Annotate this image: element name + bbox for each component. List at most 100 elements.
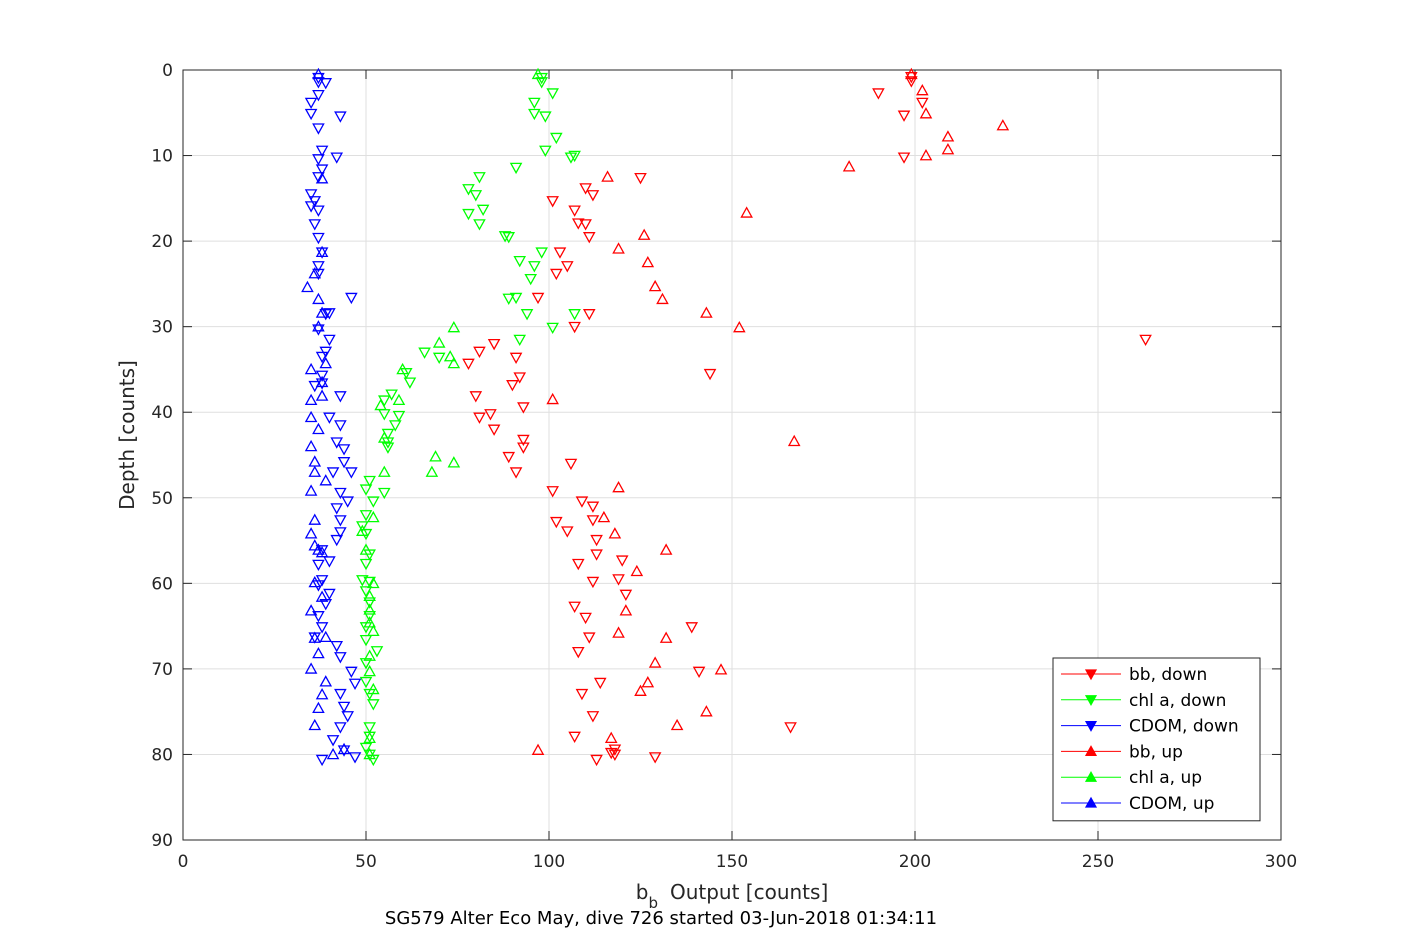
data-point-series-0 xyxy=(586,190,600,202)
data-point-series-0 xyxy=(531,292,545,305)
data-point-series-2 xyxy=(304,189,318,201)
data-point-series-2 xyxy=(334,527,347,539)
data-point-series-1 xyxy=(520,309,534,321)
data-point-series-2 xyxy=(315,351,329,364)
data-point-series-1 xyxy=(546,88,559,100)
data-point-series-0 xyxy=(473,412,486,424)
x-axis-label-subscript: b xyxy=(648,894,658,912)
data-point-series-5 xyxy=(308,465,322,477)
data-point-series-0 xyxy=(571,558,585,571)
data-point-series-4 xyxy=(363,664,376,677)
data-point-series-3 xyxy=(612,242,625,254)
data-point-series-1 xyxy=(513,255,527,268)
data-point-series-3 xyxy=(634,684,647,696)
data-point-series-0 xyxy=(560,526,574,538)
data-point-series-5 xyxy=(308,539,322,551)
data-point-series-2 xyxy=(326,735,340,747)
y-tick-label: 80 xyxy=(151,745,173,765)
data-point-series-1 xyxy=(359,558,373,571)
data-point-series-1 xyxy=(388,420,402,432)
data-point-series-0 xyxy=(872,88,885,100)
data-point-series-4 xyxy=(447,356,461,369)
legend-marker xyxy=(1084,770,1098,782)
data-point-series-0 xyxy=(550,516,563,529)
data-point-series-5 xyxy=(301,280,314,293)
data-point-series-2 xyxy=(312,611,325,623)
data-point-series-1 xyxy=(356,521,369,533)
x-tick-label: 300 xyxy=(1265,852,1297,872)
data-point-series-2 xyxy=(334,420,347,432)
data-point-series-0 xyxy=(634,172,647,185)
data-point-series-2 xyxy=(345,292,358,305)
data-point-series-5 xyxy=(315,688,329,700)
data-point-series-0 xyxy=(582,232,596,244)
data-point-series-0 xyxy=(487,424,501,436)
data-point-series-0 xyxy=(487,338,501,351)
data-point-series-4 xyxy=(447,456,461,468)
data-point-series-1 xyxy=(502,232,516,244)
data-point-series-4 xyxy=(367,576,380,589)
data-point-series-2 xyxy=(330,437,344,449)
data-point-series-0 xyxy=(517,434,530,447)
data-point-series-3 xyxy=(905,67,918,80)
data-point-series-1 xyxy=(513,334,527,347)
data-point-series-1 xyxy=(363,475,376,488)
data-point-series-0 xyxy=(462,358,475,370)
x-axis-label: bb Output [counts] xyxy=(636,880,829,912)
data-point-series-2 xyxy=(337,745,351,757)
data-point-series-1 xyxy=(359,484,373,496)
data-point-series-2 xyxy=(304,97,318,110)
data-point-series-1 xyxy=(418,347,431,359)
data-point-series-0 xyxy=(517,442,530,454)
data-point-series-1 xyxy=(432,352,446,365)
data-point-series-4 xyxy=(377,431,391,443)
x-tick-label: 100 xyxy=(533,852,565,872)
data-point-series-3 xyxy=(601,170,614,182)
data-point-series-1 xyxy=(363,611,376,623)
data-point-series-4 xyxy=(447,320,461,333)
x-tick-label: 0 xyxy=(178,852,189,872)
data-point-series-3 xyxy=(637,228,651,240)
data-point-series-0 xyxy=(517,402,530,414)
data-point-series-1 xyxy=(392,410,406,423)
data-point-series-5 xyxy=(315,590,329,602)
data-point-series-2 xyxy=(312,154,325,166)
data-point-series-3 xyxy=(700,306,713,318)
data-point-series-3 xyxy=(996,119,1010,131)
data-point-series-4 xyxy=(443,350,457,362)
data-point-series-2 xyxy=(348,752,362,764)
data-point-series-0 xyxy=(897,152,911,164)
data-point-series-3 xyxy=(612,626,625,638)
legend-entry: bb, up xyxy=(1061,742,1183,762)
data-point-series-4 xyxy=(377,465,391,477)
data-point-series-0 xyxy=(546,196,559,208)
data-point-series-0 xyxy=(469,391,483,403)
x-axis-ticks: 0 50 100 150 200 250 300 xyxy=(178,70,1297,872)
x-tick-label: 200 xyxy=(899,852,931,872)
y-tick-label: 20 xyxy=(151,232,173,252)
data-point-series-1 xyxy=(473,219,486,231)
data-point-series-0 xyxy=(1139,334,1152,347)
data-point-series-2 xyxy=(341,711,355,723)
data-point-series-5 xyxy=(319,630,333,643)
data-point-series-1 xyxy=(377,487,391,500)
data-point-series-2 xyxy=(345,666,358,678)
data-point-series-3 xyxy=(630,564,644,577)
data-point-series-0 xyxy=(579,219,592,231)
data-point-series-2 xyxy=(312,324,325,336)
data-point-series-3 xyxy=(659,543,673,555)
data-point-series-2 xyxy=(323,308,336,320)
legend-label: CDOM, up xyxy=(1129,794,1214,814)
data-point-series-2 xyxy=(337,701,351,714)
data-point-series-2 xyxy=(337,444,351,456)
data-point-series-4 xyxy=(356,524,369,536)
data-point-series-1 xyxy=(359,676,373,689)
data-point-series-2 xyxy=(334,652,347,664)
data-point-series-2 xyxy=(319,346,333,359)
data-point-series-1 xyxy=(356,575,369,587)
y-axis-ticks: 0 10 20 30 40 50 60 70 80 90 xyxy=(151,61,1281,851)
data-point-series-5 xyxy=(312,646,325,659)
x-tick-label: 150 xyxy=(716,852,748,872)
data-point-series-2 xyxy=(334,487,347,500)
data-point-series-2 xyxy=(312,580,325,592)
